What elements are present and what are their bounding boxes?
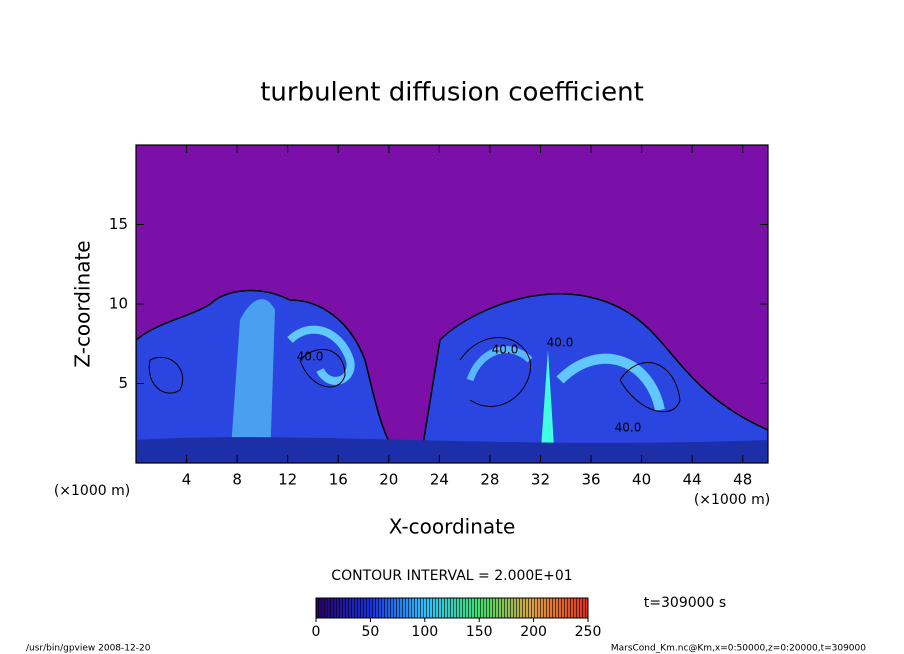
contour-interval: CONTOUR INTERVAL = 2.000E+01 [331, 568, 572, 584]
y-tick-label: 5 [118, 374, 128, 392]
contour-label: 40.0 [492, 343, 519, 357]
colorbar-tick-label: 0 [312, 624, 321, 640]
colorbar-tick-label: 200 [520, 624, 547, 640]
chart-title: turbulent diffusion coefficient [260, 78, 644, 108]
contour-label: 40.0 [615, 421, 642, 435]
y-axis-title: Z-coordinate [71, 240, 95, 367]
footer-left: /usr/bin/gpview 2008-12-20 [26, 644, 151, 654]
x-unit-label: (×1000 m) [54, 483, 130, 499]
x-tick-label: 40 [632, 471, 651, 489]
x-tick-label: 32 [531, 471, 550, 489]
colorbar-tick-label: 50 [361, 624, 379, 640]
x-tick-label: 24 [430, 471, 449, 489]
contour-label: 40.0 [547, 336, 574, 350]
colorbar-tick-label: 100 [411, 624, 438, 640]
contour-label: 40.0 [297, 350, 324, 364]
colorbar-tick-label: 250 [575, 624, 602, 640]
colorbar-tick-label: 150 [466, 624, 493, 640]
x-tick-label: 28 [480, 471, 499, 489]
footer-right: MarsCond_Km.nc@Km,x=0:50000,z=0:20000,t=… [611, 644, 866, 654]
colorbar-stripes [316, 598, 588, 618]
time-label: t=309000 s [644, 595, 726, 611]
y-tick-label: 10 [109, 295, 128, 313]
x-tick-label: 4 [182, 471, 192, 489]
x-unit-label: (×1000 m) [694, 492, 770, 508]
y-tick-label: 15 [109, 215, 128, 233]
field [136, 145, 768, 463]
x-axis-title: X-coordinate [389, 515, 516, 539]
x-tick-label: 48 [733, 471, 752, 489]
x-tick-label: 44 [683, 471, 702, 489]
x-tick-label: 16 [329, 471, 348, 489]
x-tick-label: 36 [581, 471, 600, 489]
x-tick-label: 8 [232, 471, 242, 489]
x-tick-label: 12 [278, 471, 297, 489]
x-tick-label: 20 [379, 471, 398, 489]
